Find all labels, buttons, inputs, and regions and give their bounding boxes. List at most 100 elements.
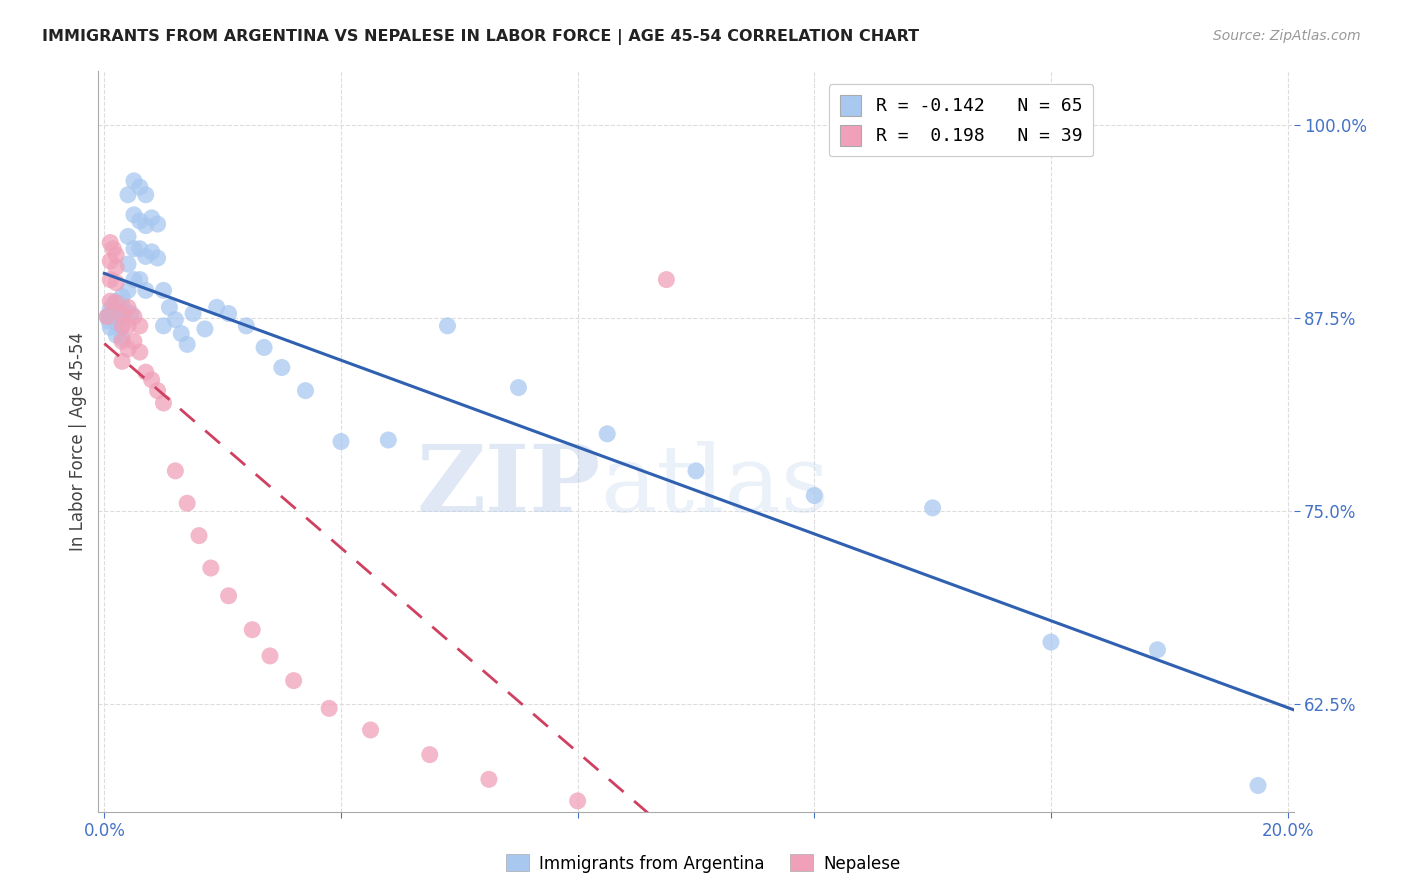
Point — [111, 318, 134, 333]
Point — [117, 318, 139, 333]
Point — [165, 312, 187, 326]
Point — [105, 295, 128, 310]
Point — [105, 294, 128, 309]
Point — [117, 301, 139, 315]
Text: IMMIGRANTS FROM ARGENTINA VS NEPALESE IN LABOR FORCE | AGE 45-54 CORRELATION CHA: IMMIGRANTS FROM ARGENTINA VS NEPALESE IN… — [42, 29, 920, 45]
Point — [176, 496, 198, 510]
Point — [98, 272, 121, 286]
Point — [105, 260, 128, 275]
Point — [111, 318, 134, 333]
Point — [111, 354, 134, 368]
Point — [105, 316, 128, 330]
Point — [218, 589, 240, 603]
Point — [120, 306, 142, 320]
Point — [146, 384, 169, 398]
Point — [105, 248, 128, 262]
Point — [205, 301, 228, 315]
Point — [194, 322, 217, 336]
Point — [111, 308, 134, 322]
Point — [259, 648, 281, 663]
Point — [98, 294, 121, 309]
Point — [141, 211, 163, 225]
Point — [360, 723, 382, 737]
Point — [103, 310, 125, 324]
Point — [128, 272, 150, 286]
Legend: R = -0.142   N = 65, R =  0.198   N = 39: R = -0.142 N = 65, R = 0.198 N = 39 — [830, 84, 1094, 156]
Point — [122, 174, 145, 188]
Point — [146, 251, 169, 265]
Point — [567, 794, 589, 808]
Point — [152, 396, 174, 410]
Point — [1247, 779, 1270, 793]
Point — [135, 365, 157, 379]
Point — [128, 345, 150, 359]
Point — [117, 342, 139, 356]
Point — [103, 242, 125, 256]
Point — [270, 360, 292, 375]
Point — [108, 303, 131, 318]
Point — [105, 328, 128, 343]
Point — [122, 242, 145, 256]
Point — [117, 229, 139, 244]
Point — [122, 310, 145, 324]
Text: ZIP: ZIP — [416, 441, 600, 531]
Point — [596, 426, 619, 441]
Point — [152, 318, 174, 333]
Point — [1039, 635, 1062, 649]
Legend: Immigrants from Argentina, Nepalese: Immigrants from Argentina, Nepalese — [499, 847, 907, 880]
Point — [96, 310, 118, 324]
Point — [103, 297, 125, 311]
Point — [98, 320, 121, 334]
Point — [111, 299, 134, 313]
Point — [98, 254, 121, 268]
Point — [152, 284, 174, 298]
Point — [105, 305, 128, 319]
Point — [122, 208, 145, 222]
Point — [478, 772, 501, 787]
Point — [122, 334, 145, 349]
Point — [235, 318, 257, 333]
Text: atlas: atlas — [600, 441, 830, 531]
Point — [508, 380, 530, 394]
Point — [377, 433, 399, 447]
Point — [141, 244, 163, 259]
Point — [436, 318, 458, 333]
Text: Source: ZipAtlas.com: Source: ZipAtlas.com — [1213, 29, 1361, 43]
Point — [921, 500, 943, 515]
Point — [170, 326, 193, 341]
Point — [200, 561, 222, 575]
Point — [253, 341, 276, 355]
Point — [96, 310, 118, 324]
Point — [419, 747, 441, 762]
Point — [135, 249, 157, 264]
Point — [176, 337, 198, 351]
Point — [188, 528, 211, 542]
Point — [111, 331, 134, 345]
Point — [98, 301, 121, 316]
Point — [128, 214, 150, 228]
Point — [135, 284, 157, 298]
Point — [117, 284, 139, 298]
Point — [181, 306, 204, 320]
Point — [240, 623, 263, 637]
Point — [111, 306, 134, 320]
Point — [100, 306, 122, 320]
Point — [135, 219, 157, 233]
Point — [1146, 642, 1168, 657]
Point — [111, 289, 134, 303]
Point — [135, 187, 157, 202]
Y-axis label: In Labor Force | Age 45-54: In Labor Force | Age 45-54 — [69, 332, 87, 551]
Point — [803, 489, 825, 503]
Point — [117, 187, 139, 202]
Point — [114, 305, 136, 319]
Point — [98, 235, 121, 250]
Point — [98, 310, 121, 324]
Point — [141, 373, 163, 387]
Point — [655, 272, 678, 286]
Point — [294, 384, 316, 398]
Point — [98, 314, 121, 328]
Point — [105, 276, 128, 290]
Point — [157, 301, 180, 315]
Point — [122, 272, 145, 286]
Point — [128, 242, 150, 256]
